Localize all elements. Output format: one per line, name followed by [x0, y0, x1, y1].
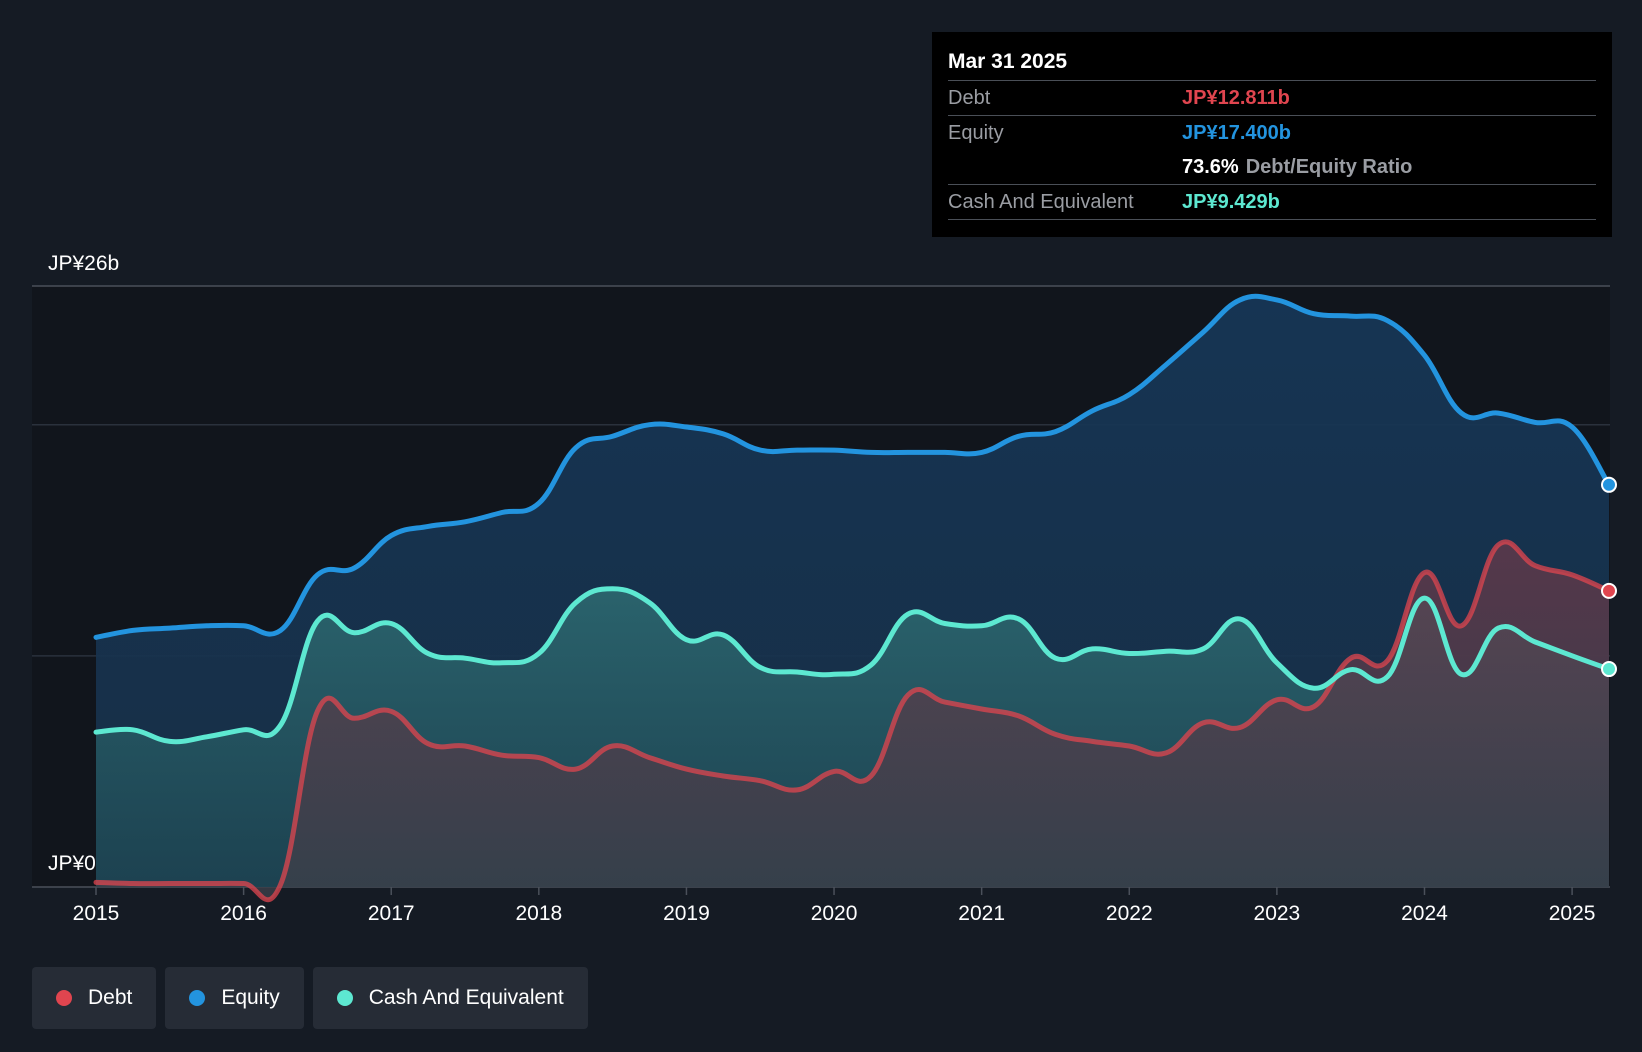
- series-lines: [93, 293, 1612, 903]
- equity-end-point: [1601, 476, 1617, 493]
- tooltip-ratio-label: Debt/Equity Ratio: [1245, 156, 1413, 178]
- legend-cash-button[interactable]: Cash And Equivalent: [312, 967, 588, 1029]
- tooltip-date: Mar 31 2025: [948, 46, 1596, 81]
- tooltip-equity-row: Equity JP¥17.400b: [948, 116, 1596, 150]
- series-areas: [96, 296, 1609, 900]
- cash-line: [93, 586, 1612, 745]
- tooltip-debt-label: Debt: [948, 87, 991, 109]
- x-tick-label: 2022: [1106, 902, 1153, 925]
- tooltip-panel: Mar 31 2025 Debt JP¥12.811b Equity JP¥17…: [932, 32, 1612, 237]
- tooltip-cash-row: Cash And Equivalent JP¥9.429b: [948, 185, 1596, 220]
- legend-debt-button[interactable]: Debt: [32, 967, 157, 1029]
- legend-debt-label: Debt: [88, 986, 133, 1009]
- x-tick-label: 2019: [663, 902, 710, 925]
- tooltip-ratio-spacer: [948, 150, 1182, 184]
- x-tick-label: 2025: [1549, 902, 1596, 925]
- tooltip-debt-value: JP¥12.811b: [1182, 87, 1290, 109]
- series-endpoints: [1601, 476, 1617, 678]
- legend: Debt Equity Cash And Equivalent: [32, 967, 588, 1029]
- debt-area: [96, 541, 1609, 900]
- legend-cash-label: Cash And Equivalent: [368, 986, 564, 1009]
- debt-dot-icon: [56, 990, 72, 1006]
- equity-dot-icon: [189, 990, 206, 1006]
- x-tick-label: 2020: [811, 902, 858, 925]
- legend-equity-label: Equity: [221, 986, 280, 1009]
- tooltip-equity-label: Equity: [948, 122, 1004, 144]
- debt-line: [93, 539, 1612, 903]
- y-axis-top-label: JP¥26b: [48, 252, 119, 275]
- cash-dot-icon: [336, 990, 353, 1006]
- cash-end-point: [1601, 661, 1617, 678]
- legend-equity-button[interactable]: Equity: [165, 967, 304, 1029]
- x-tick-label: 2024: [1401, 902, 1448, 925]
- x-tick-label: 2023: [1254, 902, 1301, 925]
- tooltip-equity-value: JP¥17.400b: [1182, 122, 1291, 144]
- y-axis-bottom-label: JP¥0: [48, 852, 96, 875]
- x-axis-ticks: 2015 2016 2017 2018 2019 2020 2021 2022 2023 2024…: [73, 887, 1596, 925]
- x-tick-label: 2016: [220, 902, 267, 925]
- tooltip-debt-row: Debt JP¥12.811b: [948, 81, 1596, 116]
- tooltip-ratio-value: 73.6%: [1182, 156, 1239, 178]
- equity-line: [93, 293, 1612, 640]
- x-tick-label: 2018: [515, 902, 562, 925]
- tooltip-cash-label: Cash And Equivalent: [948, 191, 1134, 213]
- x-tick-label: 2021: [958, 902, 1005, 925]
- x-tick-label: 2017: [368, 902, 415, 925]
- tooltip-ratio-row: 73.6% Debt/Equity Ratio: [948, 150, 1596, 185]
- x-tick-label: 2015: [73, 902, 120, 925]
- debt-end-point: [1601, 582, 1617, 599]
- tooltip-cash-value: JP¥9.429b: [1182, 191, 1280, 213]
